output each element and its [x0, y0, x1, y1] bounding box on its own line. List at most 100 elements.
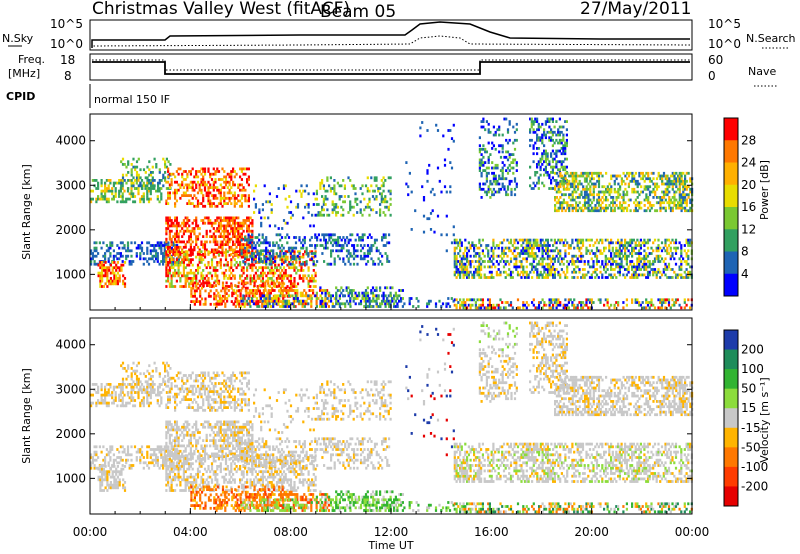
backscatter-cell — [177, 167, 180, 171]
backscatter-cell — [111, 241, 114, 245]
backscatter-cell — [336, 205, 339, 209]
backscatter-cell — [680, 252, 683, 255]
backscatter-cell — [610, 276, 613, 279]
backscatter-cell — [634, 298, 637, 302]
backscatter-cell — [212, 232, 215, 236]
backscatter-cell — [537, 136, 540, 140]
backscatter-cell — [601, 238, 604, 242]
backscatter-cell — [560, 260, 563, 263]
backscatter-cell — [685, 260, 688, 263]
backscatter-cell — [347, 241, 350, 245]
backscatter-cell — [497, 244, 500, 247]
backscatter-cell — [167, 244, 170, 247]
backscatter-cell — [373, 189, 376, 193]
backscatter-cell — [111, 192, 114, 196]
backscatter-cell — [331, 302, 334, 306]
backscatter-cell — [142, 197, 145, 201]
backscatter-cell — [175, 248, 178, 252]
backscatter-cell — [175, 253, 178, 256]
backscatter-cell — [182, 263, 185, 267]
backscatter-cell — [513, 249, 516, 253]
backscatter-cell — [576, 260, 579, 263]
backscatter-cell — [365, 262, 368, 266]
backscatter-cell — [240, 269, 243, 272]
backscatter-cell — [226, 186, 229, 189]
backscatter-cell — [358, 238, 361, 242]
backscatter-cell — [106, 279, 109, 283]
backscatter-cell — [263, 257, 266, 261]
backscatter-cell — [459, 276, 462, 279]
backscatter-cell — [578, 206, 581, 210]
backscatter-cell — [545, 276, 548, 279]
backscatter-cell — [648, 270, 651, 274]
backscatter-cell — [275, 302, 278, 306]
backscatter-cell — [499, 177, 503, 181]
backscatter-cell — [331, 294, 334, 298]
backscatter-cell — [146, 195, 149, 198]
nsky-panel-frame — [89, 19, 693, 51]
backscatter-cell — [164, 179, 167, 182]
backscatter-cell — [473, 298, 476, 302]
backscatter-cell — [560, 160, 563, 164]
backscatter-cell — [589, 187, 592, 191]
backscatter-cell — [671, 238, 674, 242]
backscatter-cell — [246, 253, 249, 257]
backscatter-cell — [366, 203, 369, 206]
backscatter-cell — [648, 262, 651, 266]
backscatter-cell — [296, 254, 299, 258]
backscatter-cell — [347, 195, 350, 198]
backscatter-cell — [258, 238, 261, 242]
backscatter-cell — [501, 301, 504, 304]
backscatter-cell — [271, 297, 274, 300]
backscatter-cell — [464, 303, 467, 307]
backscatter-cell — [123, 179, 126, 182]
backscatter-cell — [224, 235, 228, 238]
backscatter-cell — [237, 183, 240, 187]
backscatter-cell — [193, 204, 196, 208]
backscatter-cell — [212, 221, 215, 225]
backscatter-cell — [629, 260, 632, 263]
backscatter-cell — [349, 297, 352, 300]
backscatter-cell — [606, 268, 609, 271]
backscatter-cell — [682, 257, 685, 261]
backscatter-cell — [464, 249, 467, 253]
backscatter-cell — [569, 198, 572, 202]
backscatter-cell — [137, 157, 140, 161]
backscatter-cell — [170, 258, 173, 262]
backscatter-cell — [247, 204, 250, 208]
backscatter-cell — [202, 175, 205, 179]
backscatter-cell — [148, 179, 151, 182]
backscatter-cell — [335, 205, 338, 209]
backscatter-cell — [197, 300, 200, 303]
backscatter-cell — [195, 237, 198, 241]
backscatter-cell — [182, 269, 185, 272]
backscatter-cell — [478, 187, 481, 191]
backscatter-cell — [541, 249, 544, 253]
backscatter-cell — [207, 202, 210, 205]
backscatter-cell — [268, 269, 271, 272]
backscatter-cell — [487, 252, 490, 255]
backscatter-cell — [226, 297, 229, 300]
backscatter-cell — [513, 187, 517, 191]
backscatter-cell — [453, 298, 456, 302]
backscatter-cell — [233, 224, 236, 228]
backscatter-cell — [300, 262, 303, 266]
backscatter-cell — [377, 297, 380, 300]
backscatter-cell — [573, 306, 576, 310]
backscatter-cell — [613, 306, 616, 310]
backscatter-cell — [575, 179, 578, 183]
backscatter-cell — [476, 246, 479, 250]
backscatter-cell — [478, 166, 481, 170]
backscatter-cell — [510, 179, 513, 183]
backscatter-cell — [230, 216, 233, 220]
backscatter-cell — [462, 303, 465, 307]
backscatter-cell — [388, 299, 391, 303]
backscatter-cell — [592, 177, 595, 181]
backscatter-cell — [279, 250, 282, 254]
backscatter-cell — [370, 291, 373, 295]
backscatter-cell — [548, 136, 551, 140]
backscatter-cell — [592, 198, 595, 202]
backscatter-cell — [207, 292, 211, 295]
backscatter-cell — [543, 270, 546, 274]
backscatter-cell — [557, 160, 560, 164]
